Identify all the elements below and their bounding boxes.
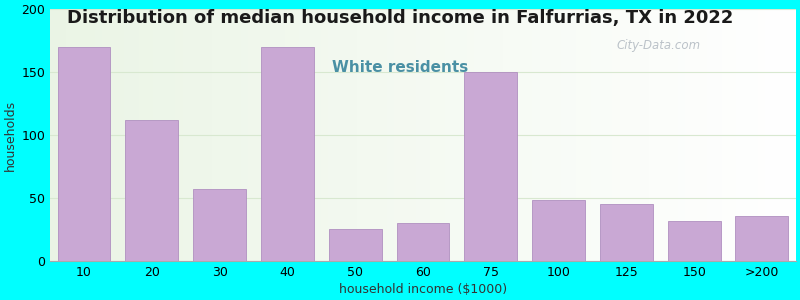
- Bar: [600, 204, 653, 261]
- Bar: [668, 220, 721, 261]
- Text: White residents: White residents: [332, 60, 468, 75]
- Bar: [329, 230, 382, 261]
- Bar: [397, 223, 450, 261]
- Bar: [261, 47, 314, 261]
- Bar: [126, 120, 178, 261]
- Text: City-Data.com: City-Data.com: [617, 39, 701, 52]
- Text: Distribution of median household income in Falfurrias, TX in 2022: Distribution of median household income …: [67, 9, 733, 27]
- X-axis label: household income ($1000): household income ($1000): [339, 283, 507, 296]
- Bar: [532, 200, 585, 261]
- Bar: [193, 189, 246, 261]
- Bar: [464, 72, 517, 261]
- Bar: [58, 47, 110, 261]
- Bar: [735, 215, 788, 261]
- Y-axis label: households: households: [4, 99, 17, 170]
